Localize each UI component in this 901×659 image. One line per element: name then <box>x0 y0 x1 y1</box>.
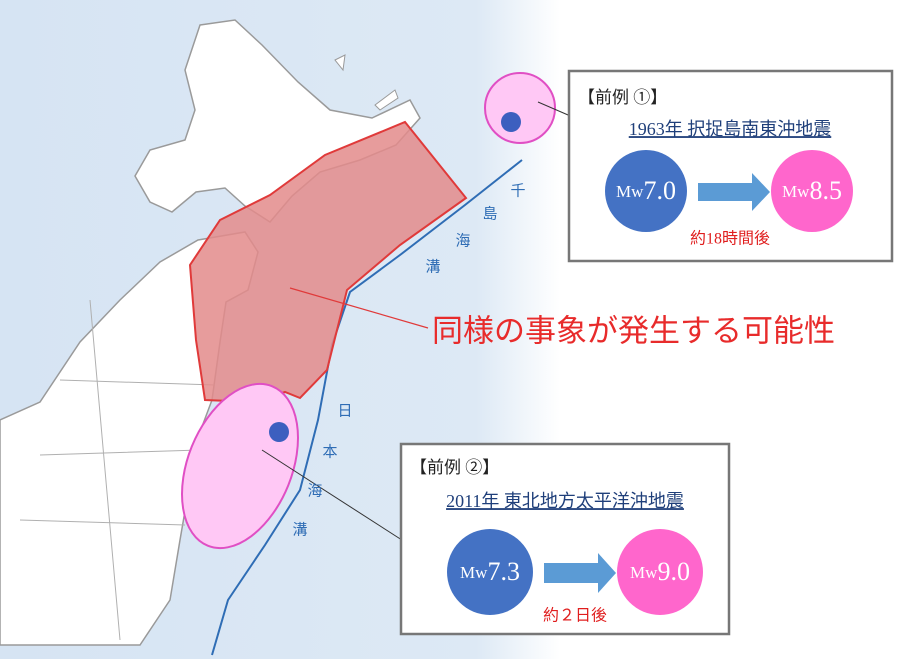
trench-label: 溝 <box>292 521 307 538</box>
epicenter <box>269 422 289 442</box>
box-title: 2011年 東北地方太平洋沖地震 <box>446 491 684 511</box>
trench-label: 島 <box>482 205 497 222</box>
trench-label: 日 <box>337 403 352 419</box>
after-circle <box>617 529 703 615</box>
interval-label: 約２日後 <box>543 607 607 625</box>
precedent-area <box>484 72 556 144</box>
trench-label: 千 <box>510 182 525 199</box>
magnitude-part: Mw <box>460 563 488 582</box>
magnitude-part: 7.0 <box>643 176 676 205</box>
magnitude-label: Mw8.5 <box>782 176 842 205</box>
precedent-area <box>181 382 299 550</box>
leader-line <box>261 449 406 543</box>
annotation: 同様の事象が発生する可能性 <box>432 314 835 350</box>
islands <box>334 54 399 111</box>
arrow <box>698 173 770 211</box>
box-header: 【前例 ②】 <box>410 458 499 477</box>
prefecture-borders <box>19 299 216 641</box>
magnitude-label: Mw7.0 <box>616 176 676 205</box>
epicenter <box>501 112 521 132</box>
magnitude-label: Mw9.0 <box>630 557 690 586</box>
trench-label: 海 <box>307 482 322 499</box>
box-header: 【前例 ①】 <box>578 88 667 107</box>
magnitude-part: 9.0 <box>657 557 690 586</box>
after-circle <box>771 150 853 232</box>
leader-line <box>289 287 429 329</box>
interval-label: 約18時間後 <box>690 230 770 248</box>
box-title: 1963年 択捉島南東沖地震 <box>629 119 832 139</box>
trench-label: 海 <box>455 232 470 249</box>
magnitude-label: Mw7.3 <box>460 557 520 586</box>
before-circle <box>447 529 533 615</box>
magnitude-part: Mw <box>630 563 658 582</box>
magnitude-part: Mw <box>616 182 644 201</box>
magnitude-part: 8.5 <box>809 176 842 205</box>
trench-line <box>211 159 523 656</box>
magnitude-part: 7.3 <box>487 557 520 586</box>
trench-label: 本 <box>322 443 337 460</box>
before-circle <box>605 150 687 232</box>
magnitude-part: Mw <box>782 182 810 201</box>
arrow <box>544 553 616 593</box>
trench-label: 溝 <box>425 258 440 275</box>
